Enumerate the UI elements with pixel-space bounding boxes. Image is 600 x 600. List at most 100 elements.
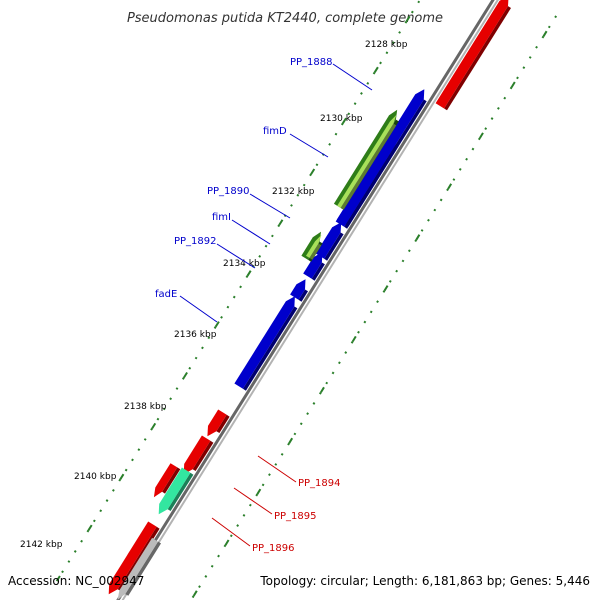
outer-tick-dot: [420, 229, 424, 232]
tick-label-5: 2138 kbp: [124, 402, 167, 412]
accession-text: Accession: NC_002947: [8, 574, 145, 588]
outer-tick-dot: [497, 106, 500, 110]
inner-tick-dot: [226, 305, 230, 309]
inner-tick-dot: [213, 326, 217, 329]
features: [108, 0, 511, 600]
inner-tick-dot: [220, 315, 223, 319]
tick-label-6: 2140 kbp: [74, 472, 117, 482]
outer-tick-dot: [268, 473, 271, 477]
inner-major-tick: [405, 15, 411, 22]
reverse-gene-pp1894-side: [216, 414, 230, 433]
forward-gene-fimI-side: [311, 262, 325, 281]
inner-tick-dot: [360, 92, 363, 95]
leader-line-PP_1892: [216, 243, 256, 269]
reverse-gene-pp1895: [158, 467, 191, 515]
inner-tick-dot: [353, 102, 357, 106]
inner-tick-dot: [61, 570, 64, 574]
inner-tick-dot: [99, 509, 103, 513]
inner-tick-dot: [385, 51, 389, 55]
outer-tick-dot: [242, 513, 246, 517]
outer-tick-dot: [312, 402, 316, 405]
inner-tick-dot: [124, 468, 128, 472]
outer-tick-dot: [503, 96, 507, 100]
inner-tick-dot: [162, 407, 166, 411]
pp1892-gene-light-side: [309, 243, 322, 260]
outer-tick-dot: [217, 554, 220, 558]
backbone-inner-line: [116, 0, 495, 600]
inner-tick-dot: [201, 346, 204, 350]
outer-tick-dot: [306, 412, 309, 416]
inner-major-tick: [87, 524, 93, 531]
reverse-gene-a-side: [192, 440, 214, 471]
inner-tick-dot: [131, 458, 134, 462]
gene-label-fimD: fimD: [263, 126, 287, 137]
reverse-gene-upper-side: [444, 6, 511, 111]
gene-label-fimI: fimI: [212, 212, 231, 223]
outer-tick-dot: [331, 371, 335, 375]
gene-label-PP_1894: PP_1894: [298, 478, 341, 489]
outer-major-tick: [447, 183, 453, 190]
outer-tick-dot: [229, 534, 233, 538]
forward-gene-fimI: [303, 252, 323, 279]
reverse-gene-pp1894: [207, 409, 227, 437]
outer-tick-dot: [293, 432, 297, 436]
forward-gene-pp1890: [315, 222, 342, 259]
fimD-gene-light: [337, 114, 397, 208]
outer-tick-dot: [210, 564, 214, 568]
outer-tick-dot: [401, 259, 405, 263]
outer-tick-dot: [407, 249, 411, 253]
inner-tick-dot: [417, 0, 421, 4]
inner-major-tick: [214, 321, 220, 328]
outer-tick-dot: [198, 585, 201, 589]
outer-tick-dot: [477, 137, 481, 141]
outer-tick-dot: [382, 290, 386, 293]
inner-tick-dot: [366, 81, 370, 85]
outer-tick-dot: [535, 45, 538, 49]
tick-label-0: 2128 kbp: [365, 40, 408, 50]
outer-tick-dot: [357, 330, 360, 334]
inner-tick-dot: [258, 254, 262, 258]
outer-major-tick: [351, 335, 357, 343]
outer-tick-dot: [439, 198, 443, 202]
leader-line-fadE: [179, 295, 218, 323]
outer-tick-dot: [191, 595, 195, 599]
tick-label-1: 2130 kbp: [320, 114, 363, 124]
inner-tick-dot: [239, 285, 242, 289]
outer-tick-dot: [522, 66, 526, 70]
outer-major-tick: [415, 234, 421, 241]
inner-tick-dot: [340, 122, 344, 126]
inner-major-tick: [246, 270, 252, 277]
forward-gene-pp1890-side: [324, 232, 344, 261]
outer-tick-dot: [458, 167, 462, 171]
inner-tick-dot: [80, 539, 83, 543]
pp1892-gene-light: [306, 234, 322, 258]
outer-tick-dot: [325, 381, 329, 385]
outer-tick-dot: [204, 575, 208, 578]
forward-gene-fadE-side: [242, 306, 298, 391]
inner-tick-dot: [309, 173, 312, 177]
tick-label-2: 2132 kbp: [272, 187, 315, 197]
outer-tick-dot: [261, 483, 265, 487]
outer-tick-dot: [554, 15, 558, 19]
gene-label-fadE: fadE: [155, 289, 177, 300]
inner-major-tick: [151, 422, 157, 430]
outer-tick-dot: [471, 147, 475, 151]
inner-tick-dot: [92, 519, 96, 523]
gene-labels: PP_1888 fimD PP_1890 fimI PP_1892 fadE PP_1894…: [155, 57, 373, 554]
inner-tick-dot: [156, 417, 160, 421]
reverse-gene-pp1896: [153, 463, 178, 498]
inner-major-tick: [55, 575, 61, 582]
leader-line-PP_1890: [249, 193, 291, 219]
inner-tick-dot: [232, 295, 236, 299]
outer-tick-dot: [376, 300, 379, 304]
inner-tick-dot: [277, 224, 281, 228]
inner-tick-dot: [271, 234, 274, 238]
inner-tick-dot: [379, 61, 382, 65]
outer-major-tick: [288, 437, 294, 444]
inner-tick-dot: [290, 204, 293, 207]
gene-label-PP_1890: PP_1890: [207, 186, 250, 197]
forward-gene-fadE: [234, 296, 295, 389]
outer-tick-dot: [255, 493, 259, 497]
outer-major-tick: [320, 386, 325, 393]
